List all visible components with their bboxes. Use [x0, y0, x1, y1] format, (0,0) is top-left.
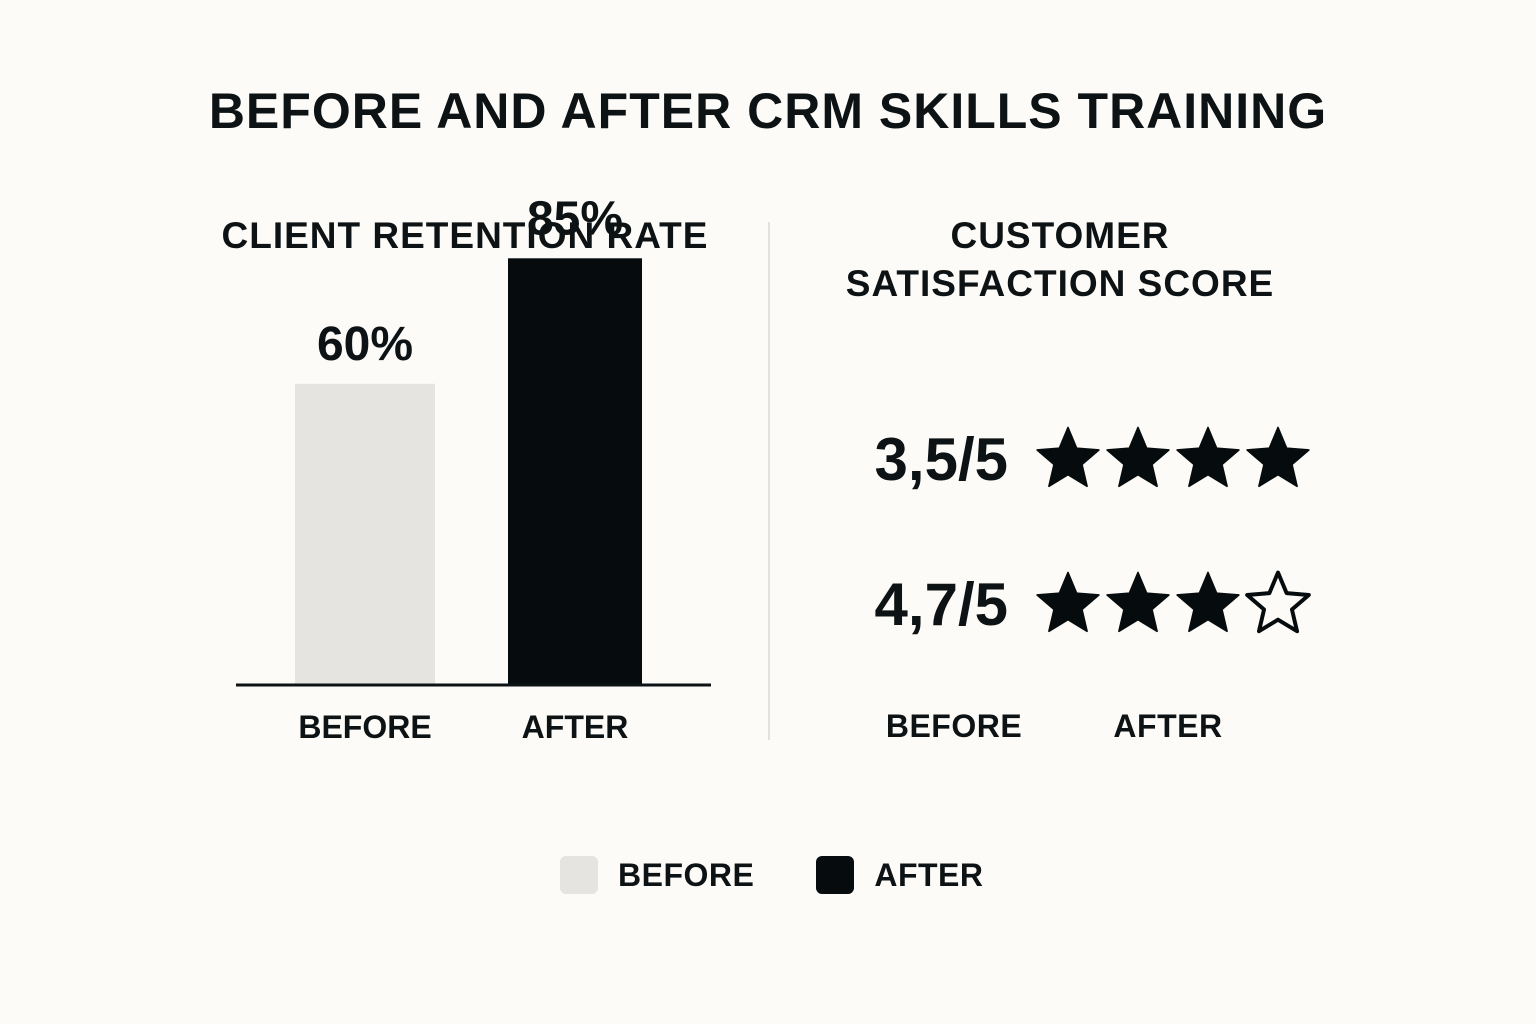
satisfaction-title-line-2: SATISFACTION SCORE — [845, 263, 1275, 304]
panel-divider — [768, 222, 770, 740]
chart-title: BEFORE AND AFTER CRM SKILLS TRAINING — [208, 83, 1328, 139]
rating-after-label: 4,7/5 — [874, 571, 1008, 638]
star-filled-icon — [1104, 424, 1172, 490]
rating-before-label: 3,5/5 — [874, 426, 1008, 493]
bar-category-label-before: BEFORE — [298, 709, 431, 745]
star-filled-icon — [1244, 424, 1312, 490]
bar-value-label-before: 60% — [317, 318, 413, 371]
star-filled-icon — [1174, 424, 1242, 490]
satisfaction-category-before: BEFORE — [885, 708, 1023, 744]
star-filled-icon — [1034, 569, 1102, 635]
bar-value-label-after: 85% — [527, 192, 623, 245]
legend: BEFORE AFTER — [560, 856, 984, 894]
star-outline-icon — [1244, 569, 1312, 635]
legend-swatch-after — [816, 856, 855, 894]
star-filled-icon — [1104, 569, 1172, 635]
satisfaction-category-after: AFTER — [1113, 708, 1223, 744]
rating-after-stars — [1034, 569, 1312, 635]
rating-before-stars — [1034, 424, 1312, 490]
legend-label-before: BEFORE — [618, 857, 755, 893]
star-filled-icon — [1034, 424, 1102, 490]
satisfaction-chart-title: CUSTOMER SATISFACTION SCORE — [800, 212, 1320, 308]
retention-chart-title: CLIENT RETENTION RATE — [221, 215, 709, 256]
legend-swatch-before — [560, 856, 598, 894]
satisfaction-title-line-1: CUSTOMER — [950, 215, 1170, 256]
bar-category-label-after: AFTER — [522, 709, 629, 745]
legend-label-after: AFTER — [874, 857, 984, 893]
star-filled-icon — [1174, 569, 1242, 635]
bar-after — [508, 258, 642, 685]
bar-before — [295, 383, 435, 685]
